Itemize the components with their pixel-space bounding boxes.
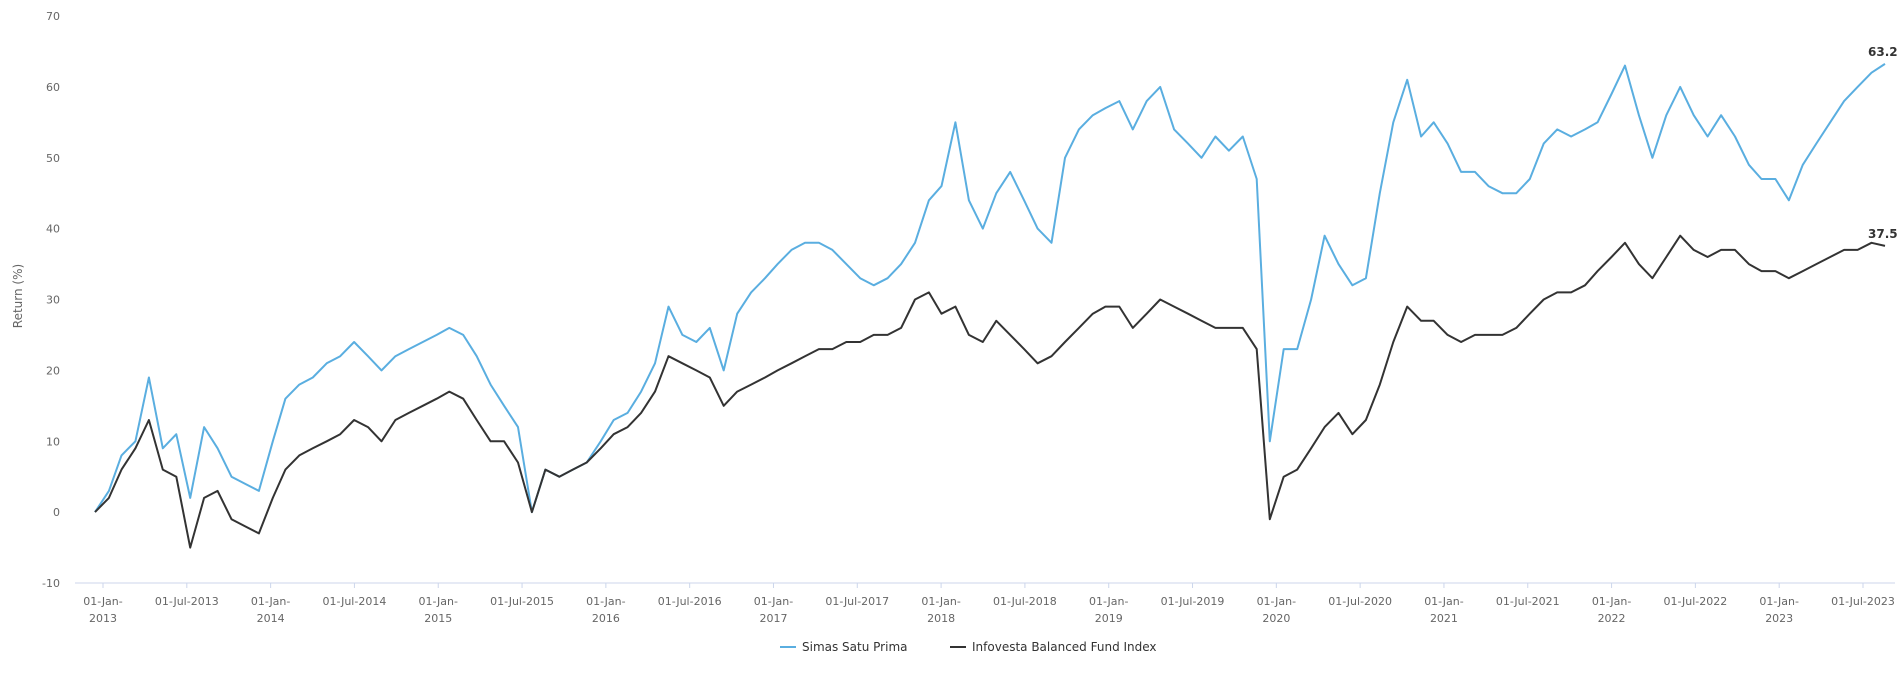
series-line-1 <box>94 234 1886 549</box>
x-tick-label-line: 01-Jul-2013 <box>155 595 219 608</box>
y-axis-label: Return (%) <box>11 264 25 328</box>
x-tick-label: 01-Jul-2016 <box>658 595 722 608</box>
series-end-label: 63.24 <box>1868 45 1898 59</box>
x-tick-label-line: 01-Jan- <box>921 595 961 608</box>
x-tick-label: 01-Jan- 2018 <box>921 595 961 625</box>
x-tick-label-line: 01-Jan- <box>83 595 123 608</box>
x-tick-label: 01-Jul-2018 <box>993 595 1057 608</box>
y-axis-label-group: Return (%) <box>11 264 25 328</box>
x-tick-label-line: 2016 <box>592 612 620 625</box>
series-line-0 <box>94 63 1886 514</box>
series-end-label: 37.56 <box>1868 227 1898 241</box>
legend-item-label[interactable]: Infovesta Balanced Fund Index <box>972 640 1157 654</box>
x-tick-label: 01-Jan- 2023 <box>1759 595 1799 625</box>
x-tick-label-line: 01-Jan- <box>1592 595 1632 608</box>
x-tick-label: 01-Jul-2019 <box>1161 595 1225 608</box>
y-tick-label: 20 <box>46 364 60 377</box>
x-tick-label-line: 01-Jul-2017 <box>825 595 889 608</box>
legend-item-label[interactable]: Simas Satu Prima <box>802 640 908 654</box>
legend: Simas Satu Prima Infovesta Balanced Fund … <box>780 640 1157 654</box>
x-tick-label-line: 2020 <box>1262 612 1290 625</box>
x-tick-label-line: 01-Jan- <box>586 595 626 608</box>
x-tick-label-line: 01-Jan- <box>754 595 794 608</box>
x-tick-label: 01-Jan- 2016 <box>586 595 626 625</box>
y-axis-ticks: -10 0 10 20 30 40 50 60 70 <box>42 10 60 590</box>
x-tick-label: 01-Jan- 2017 <box>754 595 794 625</box>
y-tick-label: 60 <box>46 81 60 94</box>
x-tick-label: 01-Jan- 2015 <box>418 595 458 625</box>
x-tick-label-line: 01-Jul-2015 <box>490 595 554 608</box>
x-tick-label: 01-Jan- 2013 <box>83 595 123 625</box>
x-tick-label-line: 01-Jul-2014 <box>323 595 387 608</box>
x-tick-label-line: 01-Jan- <box>1759 595 1799 608</box>
y-tick-label: 50 <box>46 152 60 165</box>
x-tick-label-line: 2021 <box>1430 612 1458 625</box>
x-tick-label: 01-Jan- 2014 <box>251 595 291 625</box>
x-tick-label: 01-Jul-2014 <box>323 595 387 608</box>
x-tick-label: 01-Jul-2023 <box>1831 595 1895 608</box>
x-tick-label: 01-Jan- 2020 <box>1257 595 1297 625</box>
x-tick-label: 01-Jan- 2019 <box>1089 595 1129 625</box>
x-tick-label-line: 01-Jan- <box>418 595 458 608</box>
end-labels: 63.24 37.56 <box>1868 45 1898 241</box>
y-tick-label: 10 <box>46 435 60 448</box>
x-tick-label-line: 01-Jan- <box>1257 595 1297 608</box>
x-tick-label-line: 01-Jul-2020 <box>1328 595 1392 608</box>
y-tick-label: 40 <box>46 223 60 236</box>
x-tick-label-line: 01-Jul-2021 <box>1496 595 1560 608</box>
x-tick-label-line: 01-Jan- <box>251 595 291 608</box>
x-tick-label-line: 01-Jul-2019 <box>1161 595 1225 608</box>
x-tick-label: 01-Jul-2013 <box>155 595 219 608</box>
y-tick-label: -10 <box>42 577 60 590</box>
x-tick-label: 01-Jul-2015 <box>490 595 554 608</box>
x-tick-label-line: 2015 <box>424 612 452 625</box>
x-tick-label-line: 2013 <box>89 612 117 625</box>
x-tick-label-line: 01-Jul-2022 <box>1663 595 1727 608</box>
x-tick-label: 01-Jul-2017 <box>825 595 889 608</box>
x-tick-label-line: 01-Jul-2018 <box>993 595 1057 608</box>
x-tick-label: 01-Jul-2021 <box>1496 595 1560 608</box>
x-tick-label-line: 01-Jul-2023 <box>1831 595 1895 608</box>
x-tick-label-line: 2017 <box>759 612 787 625</box>
x-tick-label: 01-Jul-2020 <box>1328 595 1392 608</box>
x-tick-label-line: 01-Jan- <box>1089 595 1129 608</box>
x-tick-label: 01-Jan- 2021 <box>1424 595 1464 625</box>
y-tick-label: 0 <box>53 506 60 519</box>
x-tick-label-line: 2018 <box>927 612 955 625</box>
x-tick-label-line: 2019 <box>1095 612 1123 625</box>
x-tick-label-line: 2022 <box>1598 612 1626 625</box>
x-tick-label-line: 01-Jul-2016 <box>658 595 722 608</box>
y-tick-label: 70 <box>46 10 60 23</box>
x-tick-label: 01-Jul-2022 <box>1663 595 1727 608</box>
x-tick-label: 01-Jan- 2022 <box>1592 595 1632 625</box>
y-tick-label: 30 <box>46 294 60 307</box>
x-tick-label-line: 2023 <box>1765 612 1793 625</box>
x-tick-label-line: 01-Jan- <box>1424 595 1464 608</box>
x-tick-label-line: 2014 <box>257 612 285 625</box>
series-layer <box>94 63 1886 549</box>
x-axis-ticks: 01-Jan- 2013 01-Jul-2013 01-Jan- 2014 01-Jul-… <box>83 583 1895 625</box>
